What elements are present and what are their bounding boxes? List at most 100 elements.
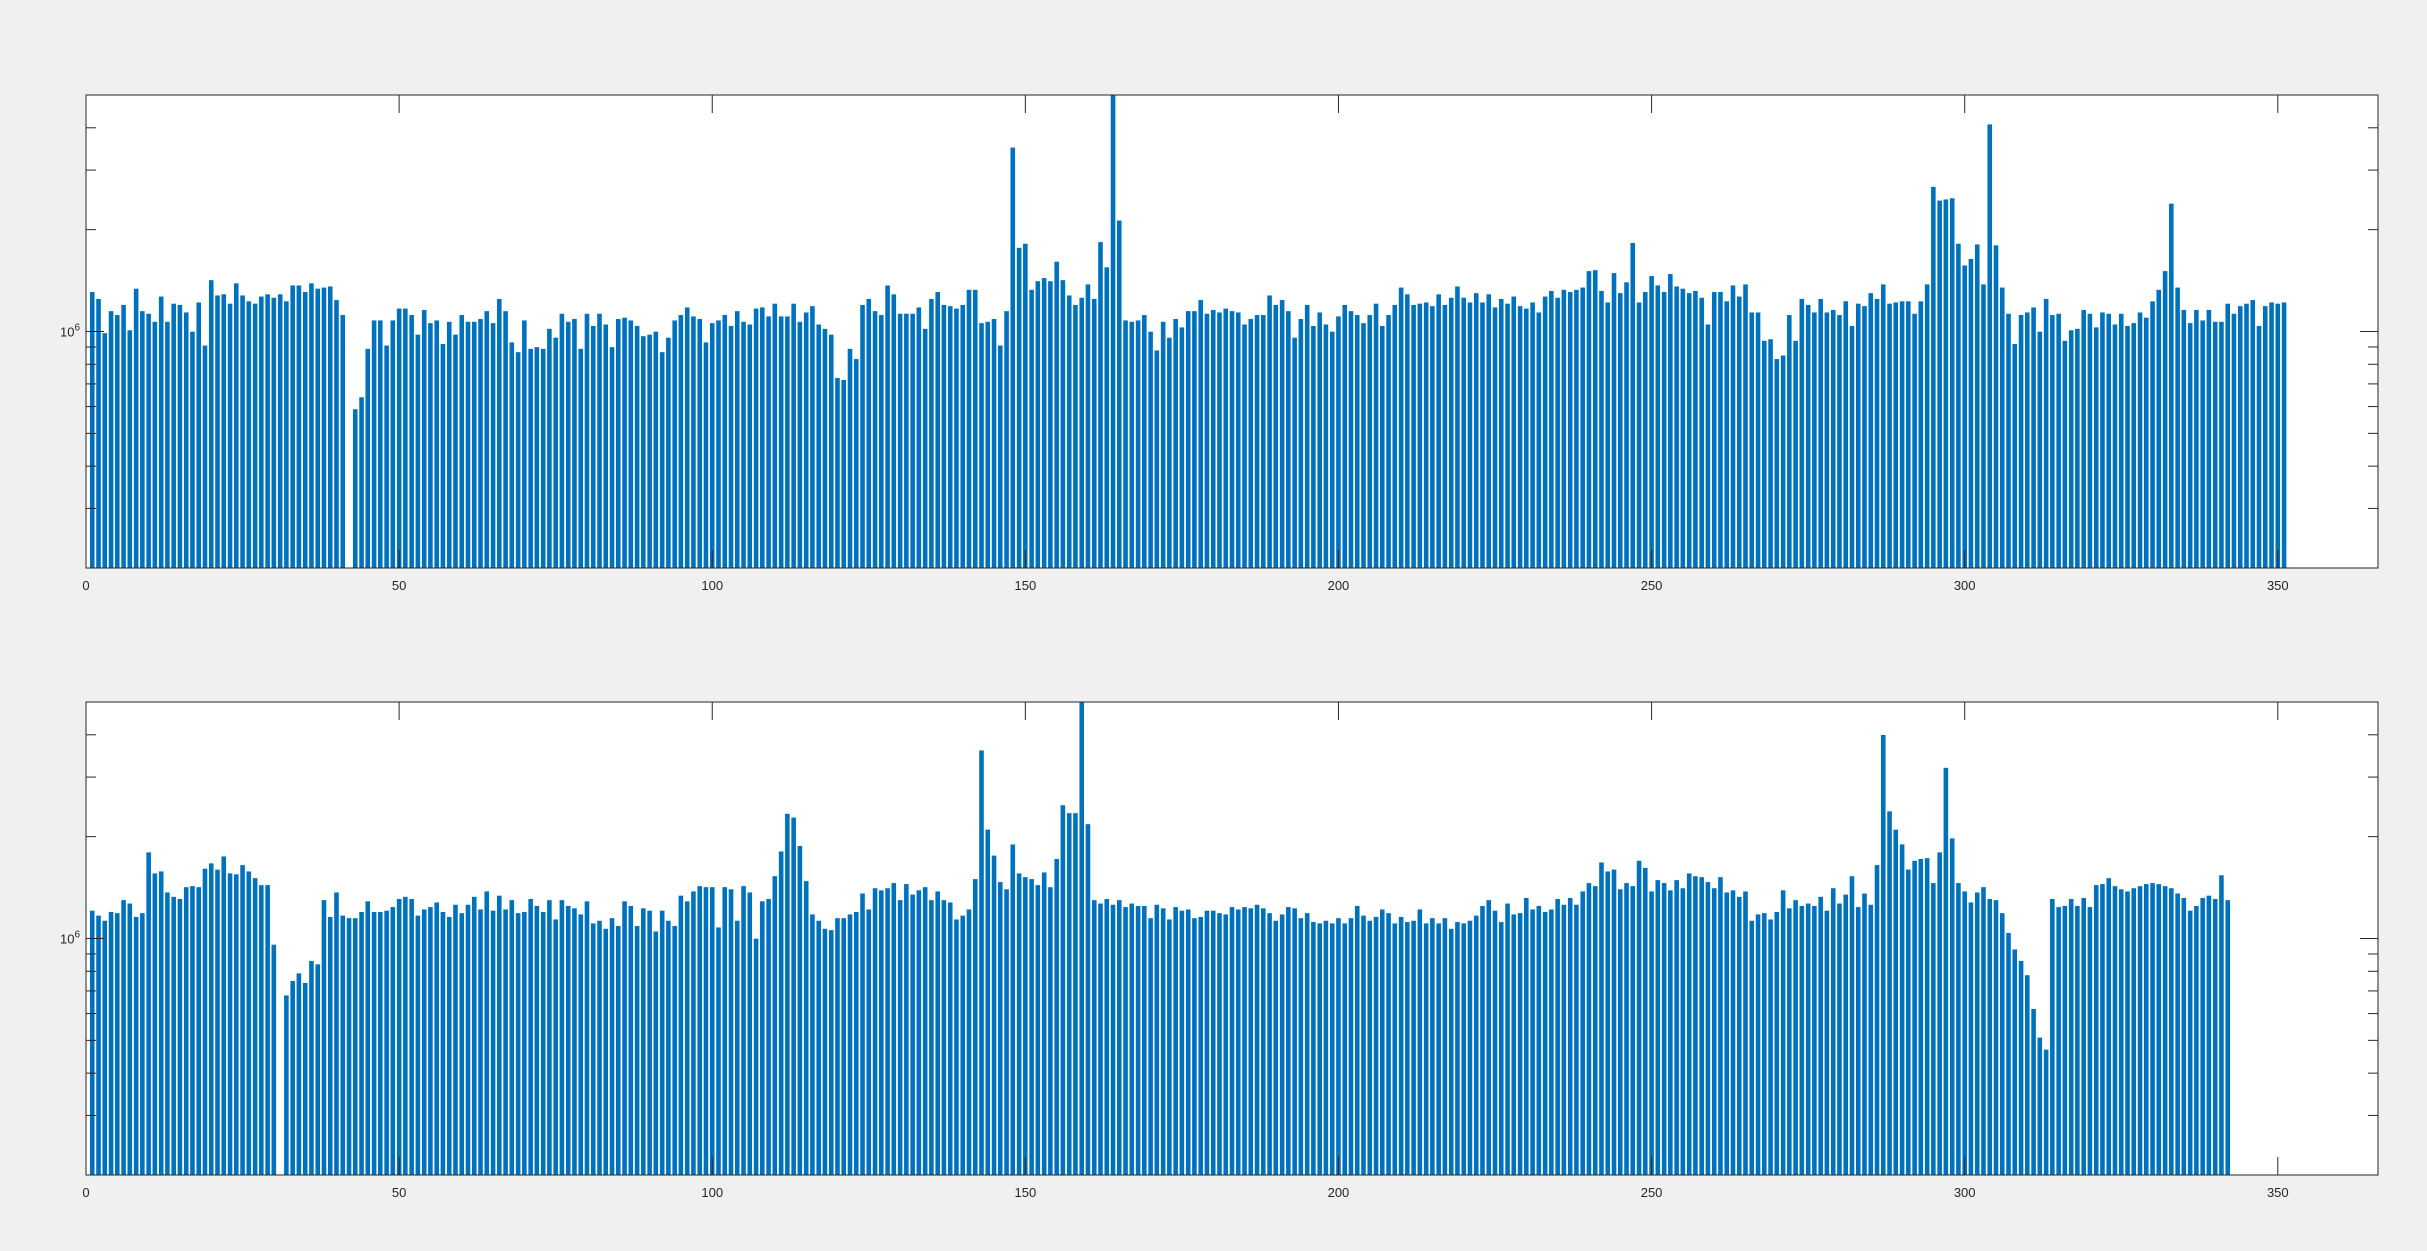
bar xyxy=(1354,905,1360,1176)
bar xyxy=(584,900,590,1176)
bar xyxy=(358,911,365,1176)
bar xyxy=(1110,904,1116,1176)
bar xyxy=(2137,885,2143,1176)
bar xyxy=(797,321,803,569)
bar xyxy=(897,313,903,569)
bar xyxy=(1498,921,1504,1176)
bar xyxy=(1504,903,1511,1176)
bar xyxy=(1786,314,1793,569)
bar xyxy=(891,293,897,569)
bar xyxy=(1323,324,1329,569)
bar xyxy=(2250,299,2256,569)
bar xyxy=(834,377,841,569)
bar xyxy=(433,319,440,569)
bar xyxy=(89,910,95,1176)
bar xyxy=(2005,313,2012,569)
bar xyxy=(95,915,102,1176)
bar xyxy=(227,303,233,569)
bar xyxy=(603,928,609,1176)
bar xyxy=(934,890,941,1176)
bar xyxy=(872,310,878,569)
bar xyxy=(884,887,891,1176)
bar xyxy=(834,917,841,1176)
bar xyxy=(997,345,1003,569)
bar xyxy=(183,312,189,569)
bar xyxy=(891,882,897,1176)
bar xyxy=(552,919,559,1176)
bar xyxy=(108,310,114,569)
bar xyxy=(427,322,434,569)
bar xyxy=(415,915,421,1176)
bar xyxy=(2030,306,2037,569)
x-tick-label: 200 xyxy=(1328,1185,1350,1200)
bar xyxy=(1348,917,1354,1176)
bar xyxy=(1680,887,1686,1176)
bar xyxy=(1868,904,1874,1176)
bar xyxy=(1191,310,1198,569)
bar xyxy=(978,322,985,569)
bar xyxy=(2224,899,2231,1176)
bar xyxy=(1742,890,1749,1176)
bar xyxy=(916,306,922,569)
bar xyxy=(1636,860,1642,1176)
bar xyxy=(1617,888,1623,1176)
bar xyxy=(1122,906,1129,1176)
bar xyxy=(2106,877,2112,1176)
bar xyxy=(2049,898,2056,1176)
bar xyxy=(1554,297,1561,569)
bar xyxy=(972,289,978,569)
bar xyxy=(2168,203,2175,569)
x-tick-label: 0 xyxy=(82,1185,89,1200)
bar xyxy=(239,864,246,1176)
bar xyxy=(2149,300,2156,569)
bar xyxy=(233,282,239,569)
bar xyxy=(2074,905,2081,1176)
bar xyxy=(778,851,784,1176)
y-tick-label: 106 xyxy=(60,323,80,340)
bar xyxy=(765,315,772,569)
bar xyxy=(2187,910,2193,1176)
bar xyxy=(2262,305,2268,569)
bar xyxy=(1605,871,1611,1176)
bar xyxy=(903,883,910,1176)
bar xyxy=(659,910,665,1176)
bar xyxy=(1179,326,1185,569)
bar xyxy=(1861,893,1868,1176)
bar xyxy=(1273,920,1279,1176)
bar xyxy=(1316,922,1323,1176)
bar xyxy=(1893,302,1899,569)
bar xyxy=(1749,312,1755,569)
bar xyxy=(2055,313,2062,569)
axes-bottom: 0 50 100 150 200 250 300 350 106 xyxy=(60,701,2379,1200)
x-tick-label: 250 xyxy=(1641,578,1663,593)
bar xyxy=(728,325,734,569)
bar xyxy=(1304,912,1310,1176)
bar xyxy=(283,300,290,569)
bar xyxy=(1135,319,1141,569)
bar xyxy=(1348,310,1354,569)
bar xyxy=(671,925,678,1176)
bar xyxy=(446,321,452,569)
bar xyxy=(1141,905,1148,1176)
bar xyxy=(1053,858,1060,1176)
x-tick-label: 200 xyxy=(1328,578,1350,593)
bar xyxy=(972,878,978,1176)
bar xyxy=(1254,314,1260,569)
bar xyxy=(440,911,446,1176)
bar xyxy=(208,862,214,1176)
bar xyxy=(747,324,753,569)
bar xyxy=(1711,887,1717,1176)
bar xyxy=(1586,270,1592,569)
bar xyxy=(308,282,315,569)
x-tick-label: 100 xyxy=(701,578,723,593)
bar xyxy=(878,889,885,1176)
bar xyxy=(1435,922,1442,1176)
bar xyxy=(233,873,239,1176)
bar xyxy=(415,334,421,569)
bar xyxy=(1291,337,1298,569)
bar xyxy=(1003,888,1010,1176)
bar xyxy=(2018,960,2024,1176)
bar xyxy=(1223,913,1229,1176)
bar xyxy=(684,306,690,569)
bar xyxy=(571,907,578,1176)
